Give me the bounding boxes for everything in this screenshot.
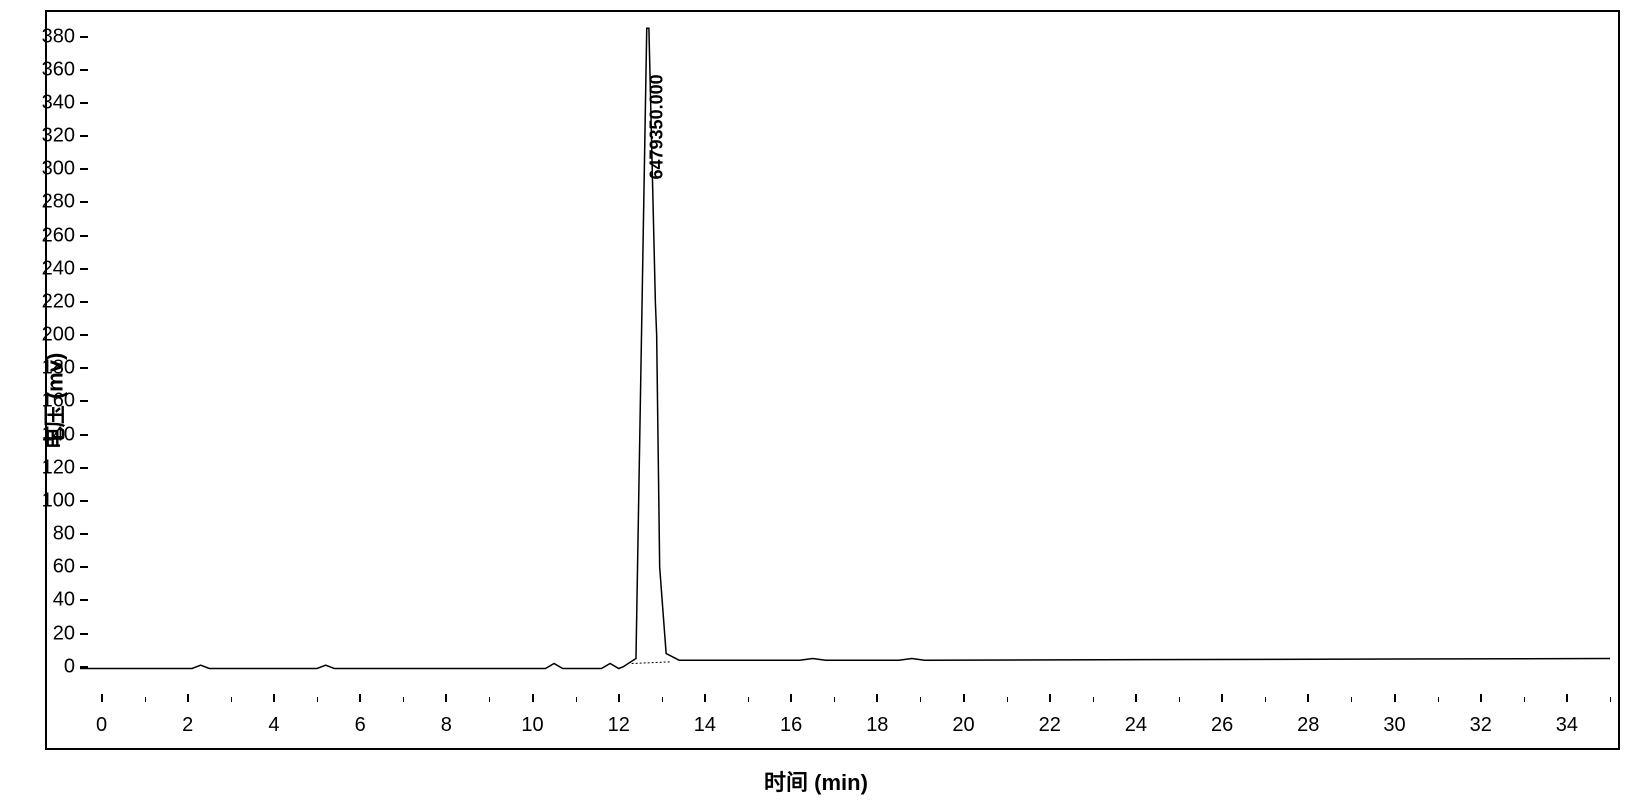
y-tick-label: 200 xyxy=(42,324,75,347)
x-tick-label: 22 xyxy=(1039,714,1061,737)
x-tick-label: 10 xyxy=(521,714,543,737)
y-tick-label: 180 xyxy=(42,357,75,380)
y-tick-label: 80 xyxy=(53,523,75,546)
y-tick-label: 120 xyxy=(42,456,75,479)
x-tick-label: 16 xyxy=(780,714,802,737)
y-tick-label: 0 xyxy=(64,655,75,678)
x-tick-label: 24 xyxy=(1125,714,1147,737)
y-tick-label: 20 xyxy=(53,622,75,645)
x-tick-label: 2 xyxy=(182,714,193,737)
chromatogram-line xyxy=(80,20,1610,700)
x-tick-label: 12 xyxy=(608,714,630,737)
x-tick-label: 26 xyxy=(1211,714,1233,737)
y-tick-label: 100 xyxy=(42,489,75,512)
peak-label: 6479350.000 xyxy=(646,75,667,180)
y-tick-label: 320 xyxy=(42,125,75,148)
chromatogram-chart: 电压 (mv) 时间 (min) 02040608010012014016018… xyxy=(10,10,1622,792)
x-tick-label: 20 xyxy=(952,714,974,737)
y-tick-label: 60 xyxy=(53,556,75,579)
x-tick-label: 0 xyxy=(96,714,107,737)
x-tick-label: 30 xyxy=(1383,714,1405,737)
y-tick-label: 160 xyxy=(42,390,75,413)
y-tick-label: 40 xyxy=(53,589,75,612)
x-tick-label: 4 xyxy=(268,714,279,737)
x-tick-label: 14 xyxy=(694,714,716,737)
y-tick-label: 340 xyxy=(42,91,75,114)
y-tick-label: 140 xyxy=(42,423,75,446)
y-tick-label: 380 xyxy=(42,25,75,48)
y-tick-label: 220 xyxy=(42,290,75,313)
x-tick-mark-minor xyxy=(1610,697,1611,702)
y-tick-label: 240 xyxy=(42,257,75,280)
x-tick-label: 8 xyxy=(441,714,452,737)
x-tick-label: 32 xyxy=(1470,714,1492,737)
x-tick-label: 34 xyxy=(1556,714,1578,737)
x-axis-label: 时间 (min) xyxy=(764,765,868,797)
x-tick-label: 28 xyxy=(1297,714,1319,737)
y-tick-label: 260 xyxy=(42,224,75,247)
y-tick-label: 300 xyxy=(42,158,75,181)
x-tick-label: 18 xyxy=(866,714,888,737)
y-tick-label: 360 xyxy=(42,58,75,81)
y-tick-label: 280 xyxy=(42,191,75,214)
x-tick-label: 6 xyxy=(355,714,366,737)
